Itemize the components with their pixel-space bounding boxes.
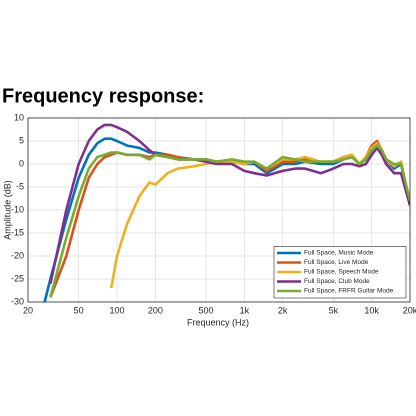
x-tick-label: 2k: [278, 305, 288, 315]
legend-label: Full Space, Club Mode: [304, 278, 370, 285]
legend-label: Full Space, FRFR Guitar Mode: [304, 288, 394, 295]
x-axis-label: Frequency (Hz): [187, 317, 249, 327]
x-tick-label: 5k: [329, 305, 339, 315]
legend: Full Space, Music Mode Full Space, Live M…: [273, 246, 407, 299]
series-line: [49, 123, 410, 284]
x-tick-label: 100: [109, 305, 124, 315]
y-tick-label: -10: [11, 204, 24, 214]
y-tick-label: 0: [19, 158, 24, 168]
x-tick-label: 10k: [364, 305, 379, 315]
y-tick-label: 5: [19, 135, 24, 145]
x-tick-label: 50: [74, 305, 84, 315]
y-tick-label: 10: [14, 112, 24, 122]
legend-label: Full Space, Music Mode: [304, 250, 374, 257]
y-axis-label: Amplitude (dB): [2, 180, 12, 240]
y-tick-label: -15: [11, 227, 24, 237]
legend-label: Full Space, Speech Mode: [304, 269, 379, 276]
plot-border: [27, 117, 411, 303]
y-tick-label: -25: [11, 273, 24, 283]
x-tick-label: 1k: [240, 305, 250, 315]
y-tick-label: -20: [11, 250, 24, 260]
chart-title: Frequency response:: [2, 85, 204, 107]
x-tick-label: 500: [198, 305, 213, 315]
legend-label: Full Space, Live Mode: [304, 259, 369, 266]
series-line: [49, 144, 410, 298]
y-tick-label: -30: [11, 296, 24, 306]
x-tick-label: 20k: [403, 305, 416, 315]
series-line: [109, 142, 410, 289]
y-tick-label: -5: [16, 181, 24, 191]
x-tick-label: 20: [23, 305, 33, 315]
x-tick-label: 200: [148, 305, 163, 315]
